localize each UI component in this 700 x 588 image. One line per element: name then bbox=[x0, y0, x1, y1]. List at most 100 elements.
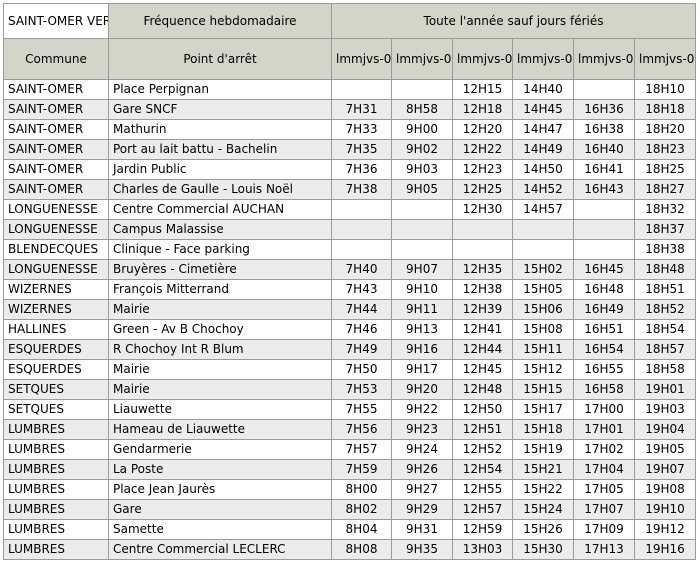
time-cell: 16H55 bbox=[573, 359, 635, 380]
time-cell: 15H24 bbox=[512, 499, 574, 520]
time-cell: 12H45 bbox=[452, 359, 513, 380]
time-cell bbox=[391, 199, 453, 220]
stop-cell: Jardin Public bbox=[108, 159, 332, 180]
time-cell bbox=[391, 79, 453, 100]
time-cell: 12H20 bbox=[452, 119, 513, 140]
time-cell: 7H33 bbox=[331, 119, 392, 140]
stop-cell: Centre Commercial AUCHAN bbox=[108, 199, 332, 220]
time-cell bbox=[331, 199, 392, 220]
time-cell: 7H59 bbox=[331, 459, 392, 480]
time-cell: 15H12 bbox=[512, 359, 574, 380]
time-cell: 9H10 bbox=[391, 279, 453, 300]
time-cell: 14H52 bbox=[512, 179, 574, 200]
commune-cell: SETQUES bbox=[3, 399, 109, 420]
time-cell: 18H58 bbox=[633, 359, 697, 380]
time-cell: 14H40 bbox=[512, 79, 574, 100]
time-cell bbox=[573, 199, 635, 220]
time-cell: 16H51 bbox=[573, 319, 635, 340]
time-cell: 16H45 bbox=[573, 259, 635, 280]
frequency-label: Fréquence hebdomadaire bbox=[108, 3, 332, 39]
time-cell: 16H41 bbox=[573, 159, 635, 180]
table-row: SAINT-OMER Port au lait battu - Bachelin 7… bbox=[3, 139, 697, 160]
time-cell: 12H57 bbox=[452, 499, 513, 520]
commune-cell: LUMBRES bbox=[3, 479, 109, 500]
commune-cell: SETQUES bbox=[3, 379, 109, 400]
time-cell: 15H02 bbox=[512, 259, 574, 280]
time-cell: 19H10 bbox=[633, 499, 697, 520]
timetable-header: SAINT-OMER VERS LUMBRES Fréquence hebdom… bbox=[3, 3, 697, 80]
time-cell: 12H59 bbox=[452, 519, 513, 540]
time-cell: 12H48 bbox=[452, 379, 513, 400]
time-cell: 18H18 bbox=[633, 99, 697, 120]
stop-cell: François Mitterrand bbox=[108, 279, 332, 300]
stop-cell: Port au lait battu - Bachelin bbox=[108, 139, 332, 160]
time-cell: 7H55 bbox=[331, 399, 392, 420]
service-code-header: lmmjvs-002-03 bbox=[391, 38, 453, 80]
time-cell: 17H09 bbox=[573, 519, 635, 540]
time-cell: 18H10 bbox=[633, 79, 697, 100]
time-cell bbox=[331, 79, 392, 100]
time-cell: 12H39 bbox=[452, 299, 513, 320]
stop-cell: Mairie bbox=[108, 299, 332, 320]
table-row: LONGUENESSE Campus Malassise 18H37 bbox=[3, 219, 697, 240]
commune-cell: SAINT-OMER bbox=[3, 99, 109, 120]
time-cell: 7H50 bbox=[331, 359, 392, 380]
time-cell: 9H03 bbox=[391, 159, 453, 180]
time-cell bbox=[331, 239, 392, 260]
time-cell: 9H07 bbox=[391, 259, 453, 280]
time-cell: 17H07 bbox=[573, 499, 635, 520]
commune-cell: WIZERNES bbox=[3, 279, 109, 300]
time-cell: 7H40 bbox=[331, 259, 392, 280]
time-cell: 9H11 bbox=[391, 299, 453, 320]
stop-cell: Hameau de Liauwette bbox=[108, 419, 332, 440]
time-cell: 8H08 bbox=[331, 539, 392, 560]
time-cell: 7H56 bbox=[331, 419, 392, 440]
time-cell: 15H08 bbox=[512, 319, 574, 340]
time-cell: 7H53 bbox=[331, 379, 392, 400]
timetable-body: SAINT-OMER Place Perpignan 12H15 14H40 18H10… bbox=[3, 79, 697, 560]
time-cell: 7H57 bbox=[331, 439, 392, 460]
time-cell: 9H35 bbox=[391, 539, 453, 560]
time-cell: 15H21 bbox=[512, 459, 574, 480]
time-cell: 9H27 bbox=[391, 479, 453, 500]
time-cell: 19H16 bbox=[633, 539, 697, 560]
time-cell: 8H58 bbox=[391, 99, 453, 120]
commune-cell: LONGUENESSE bbox=[3, 259, 109, 280]
stop-cell: Campus Malassise bbox=[108, 219, 332, 240]
time-cell: 9H20 bbox=[391, 379, 453, 400]
time-cell: 15H15 bbox=[512, 379, 574, 400]
time-cell: 15H22 bbox=[512, 479, 574, 500]
time-cell: 16H36 bbox=[573, 99, 635, 120]
time-cell bbox=[573, 239, 635, 260]
time-cell: 12H51 bbox=[452, 419, 513, 440]
time-cell: 7H46 bbox=[331, 319, 392, 340]
table-row: WIZERNES François Mitterrand 7H43 9H10 12H38… bbox=[3, 279, 697, 300]
time-cell: 12H52 bbox=[452, 439, 513, 460]
time-cell: 9H23 bbox=[391, 419, 453, 440]
time-cell: 9H00 bbox=[391, 119, 453, 140]
table-row: WIZERNES Mairie 7H44 9H11 12H39 15H06 16H49 18H… bbox=[3, 299, 697, 320]
stop-cell: Gare bbox=[108, 499, 332, 520]
time-cell: 12H35 bbox=[452, 259, 513, 280]
time-cell: 8H04 bbox=[331, 519, 392, 540]
service-code-header: lmmjvs-018-01 bbox=[512, 38, 574, 80]
time-cell: 18H37 bbox=[633, 219, 697, 240]
time-cell: 8H00 bbox=[331, 479, 392, 500]
time-cell: 17H05 bbox=[573, 479, 635, 500]
time-cell: 9H26 bbox=[391, 459, 453, 480]
table-row: SAINT-OMER Jardin Public 7H36 9H03 12H23 14H5… bbox=[3, 159, 697, 180]
table-row: LUMBRES Centre Commercial LECLERC 8H08 9H35… bbox=[3, 539, 697, 560]
table-row: LONGUENESSE Centre Commercial AUCHAN 12H30… bbox=[3, 199, 697, 220]
table-row: SETQUES Mairie 7H53 9H20 12H48 15H15 16H58 19H0… bbox=[3, 379, 697, 400]
time-cell: 12H30 bbox=[452, 199, 513, 220]
time-cell: 15H06 bbox=[512, 299, 574, 320]
time-cell: 16H38 bbox=[573, 119, 635, 140]
table-row: LUMBRES Gendarmerie 7H57 9H24 12H52 15H19 17H0… bbox=[3, 439, 697, 460]
time-cell bbox=[573, 219, 635, 240]
time-cell: 15H11 bbox=[512, 339, 574, 360]
table-row: HALLINES Green - Av B Chochoy 7H46 9H13 12H4… bbox=[3, 319, 697, 340]
time-cell bbox=[512, 219, 574, 240]
commune-cell: LUMBRES bbox=[3, 459, 109, 480]
commune-cell: SAINT-OMER bbox=[3, 79, 109, 100]
time-cell: 17H04 bbox=[573, 459, 635, 480]
